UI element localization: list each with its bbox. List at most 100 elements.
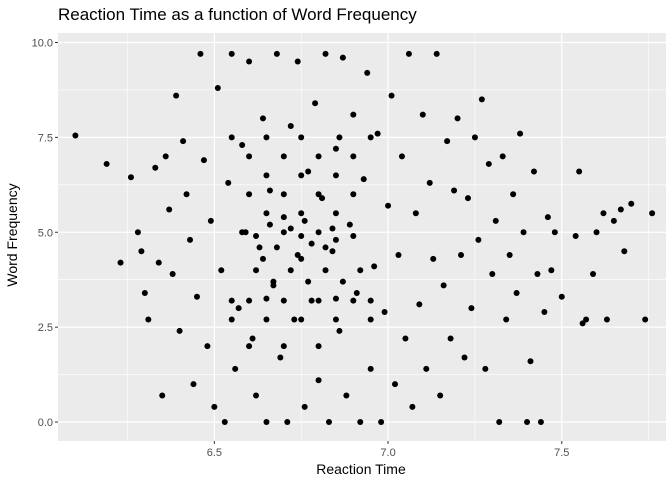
data-point <box>444 138 451 145</box>
data-point <box>572 233 579 240</box>
data-point <box>332 295 339 302</box>
data-point <box>291 316 298 323</box>
data-point <box>360 176 367 183</box>
data-point <box>478 96 485 103</box>
data-point <box>412 210 419 217</box>
data-point <box>166 206 173 213</box>
data-point <box>409 403 416 410</box>
data-point <box>458 252 465 259</box>
data-point <box>228 297 235 304</box>
data-point <box>246 343 253 350</box>
data-point <box>253 267 260 274</box>
data-point <box>287 267 294 274</box>
data-point <box>353 289 360 296</box>
y-tick-label: 7.5 <box>38 132 53 144</box>
data-point <box>253 233 260 240</box>
data-point <box>246 191 253 198</box>
data-point <box>350 233 357 240</box>
data-point <box>336 134 343 141</box>
data-point <box>301 217 308 224</box>
data-point <box>371 263 378 270</box>
data-point <box>256 244 263 251</box>
data-point <box>524 419 531 426</box>
data-point <box>183 191 190 198</box>
data-point <box>127 174 134 181</box>
data-point <box>496 419 503 426</box>
data-point <box>253 392 260 399</box>
data-point <box>520 229 527 236</box>
data-point <box>204 343 211 350</box>
data-point <box>280 153 287 160</box>
data-point <box>159 392 166 399</box>
data-point <box>228 134 235 141</box>
data-point <box>447 335 454 342</box>
data-point <box>395 252 402 259</box>
data-point <box>193 293 200 300</box>
data-point <box>180 138 187 145</box>
data-point <box>600 210 607 217</box>
data-point <box>232 365 239 372</box>
data-point <box>284 419 291 426</box>
data-point <box>350 153 357 160</box>
data-point <box>398 153 405 160</box>
data-point <box>392 381 399 388</box>
data-point <box>510 191 517 198</box>
data-point <box>173 92 180 99</box>
data-point <box>461 354 468 361</box>
x-tick-label: 6.5 <box>207 447 222 459</box>
y-tick-label: 10.0 <box>32 37 53 49</box>
data-point <box>263 172 270 179</box>
data-point <box>433 50 440 57</box>
data-point <box>298 233 305 240</box>
data-point <box>517 130 524 137</box>
data-point <box>155 259 162 266</box>
data-point <box>197 50 204 57</box>
data-point <box>336 327 343 334</box>
data-point <box>138 248 145 255</box>
data-point <box>350 191 357 198</box>
data-point <box>259 255 266 262</box>
data-point <box>583 316 590 323</box>
data-point <box>617 206 624 213</box>
data-point <box>350 111 357 118</box>
data-point <box>315 229 322 236</box>
data-point <box>357 267 364 274</box>
data-point <box>551 229 558 236</box>
data-point <box>266 187 273 194</box>
x-tick-label: 7.0 <box>380 447 395 459</box>
data-point <box>329 248 336 255</box>
data-point <box>649 210 656 217</box>
data-point <box>277 354 284 361</box>
data-point <box>298 316 305 323</box>
data-point <box>322 50 329 57</box>
data-point <box>527 358 534 365</box>
data-point <box>308 297 315 304</box>
data-point <box>298 255 305 262</box>
data-point <box>270 278 277 285</box>
data-point <box>301 403 308 410</box>
data-point <box>454 115 461 122</box>
data-point <box>506 252 513 259</box>
data-point <box>468 305 475 312</box>
data-point <box>263 316 270 323</box>
data-point <box>430 255 437 262</box>
data-point <box>590 271 597 278</box>
data-point <box>325 419 332 426</box>
data-point <box>464 195 471 202</box>
data-point <box>339 54 346 61</box>
data-point <box>263 210 270 217</box>
data-point <box>426 179 433 186</box>
data-point <box>312 100 319 107</box>
data-point <box>388 92 395 99</box>
data-point <box>221 419 228 426</box>
data-point <box>482 365 489 372</box>
data-point <box>423 365 430 372</box>
data-point <box>287 225 294 232</box>
data-point <box>530 168 537 175</box>
data-point <box>343 392 350 399</box>
data-point <box>503 316 510 323</box>
data-point <box>367 365 374 372</box>
data-point <box>298 172 305 179</box>
data-point <box>332 172 339 179</box>
data-point <box>437 392 444 399</box>
